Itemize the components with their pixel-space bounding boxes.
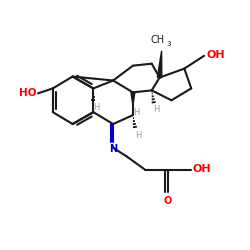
- Text: 3: 3: [166, 41, 171, 47]
- Text: OH: OH: [206, 50, 225, 60]
- Polygon shape: [131, 92, 135, 105]
- Text: HO: HO: [18, 88, 36, 98]
- Text: H: H: [154, 105, 160, 114]
- Text: H: H: [133, 108, 139, 117]
- Text: CH: CH: [150, 35, 165, 45]
- Text: O: O: [164, 196, 172, 206]
- Text: N: N: [109, 144, 117, 154]
- Text: H: H: [135, 131, 141, 140]
- Text: OH: OH: [192, 164, 211, 174]
- Text: H: H: [93, 103, 100, 112]
- Polygon shape: [158, 51, 162, 78]
